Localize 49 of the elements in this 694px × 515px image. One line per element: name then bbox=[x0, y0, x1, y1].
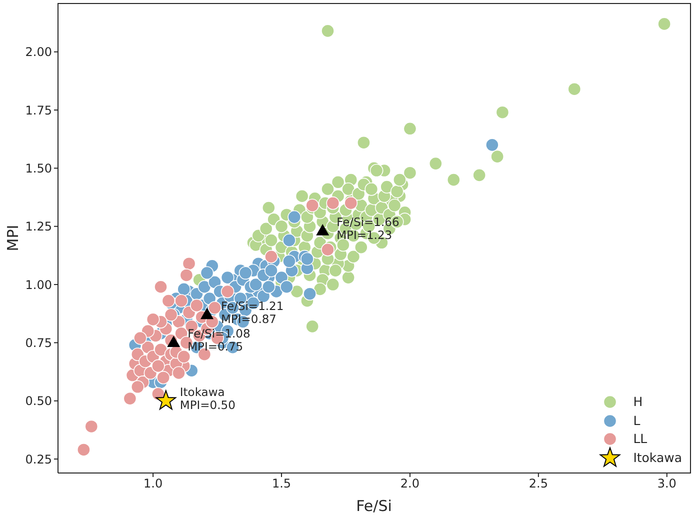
y-tick-label: 1.50 bbox=[25, 161, 52, 176]
point bbox=[84, 420, 98, 434]
point bbox=[174, 294, 188, 308]
annotation: Itokawa MPI=0.50 bbox=[180, 384, 236, 412]
point bbox=[344, 196, 358, 210]
point bbox=[123, 392, 137, 406]
legend-label: H bbox=[633, 393, 643, 411]
point bbox=[172, 366, 186, 380]
point bbox=[321, 242, 334, 256]
point bbox=[156, 390, 176, 410]
x-tick-label: 1.5 bbox=[272, 476, 292, 491]
legend-label: LL bbox=[633, 430, 648, 448]
y-tick-label: 0.25 bbox=[25, 452, 52, 466]
y-axis-title: MPI bbox=[4, 224, 22, 252]
point bbox=[154, 342, 168, 356]
point bbox=[180, 268, 194, 282]
point bbox=[151, 359, 165, 373]
x-tick-label: 2.0 bbox=[400, 476, 420, 491]
point bbox=[156, 370, 170, 384]
point bbox=[182, 256, 196, 270]
point bbox=[164, 308, 178, 322]
point bbox=[146, 312, 160, 326]
point bbox=[200, 308, 214, 320]
point bbox=[316, 224, 330, 236]
x-axis-title: Fe/Si bbox=[356, 497, 392, 515]
y-tick-label: 1.25 bbox=[25, 220, 52, 234]
point bbox=[162, 294, 176, 308]
legend-label: Itokawa bbox=[633, 448, 682, 466]
legend-label: L bbox=[633, 412, 640, 430]
point bbox=[76, 443, 90, 456]
point bbox=[134, 331, 147, 345]
y-tick-label: 0.50 bbox=[25, 394, 52, 408]
point bbox=[326, 196, 340, 210]
y-tick-label: 1.00 bbox=[25, 278, 52, 292]
point bbox=[154, 280, 168, 294]
point bbox=[264, 250, 278, 264]
point bbox=[130, 380, 144, 394]
x-tick-label: 1.0 bbox=[144, 476, 163, 491]
point bbox=[306, 198, 320, 212]
point bbox=[190, 298, 204, 312]
point bbox=[208, 301, 222, 314]
point bbox=[177, 350, 191, 364]
y-tick-label: 1.75 bbox=[25, 103, 52, 118]
point bbox=[220, 284, 234, 298]
point bbox=[167, 336, 180, 348]
y-tick-label: 2.00 bbox=[25, 45, 52, 60]
x-tick-label: 3.0 bbox=[657, 476, 676, 491]
x-tick-label: 2.5 bbox=[528, 476, 548, 491]
y-tick-label: 0.75 bbox=[25, 336, 52, 350]
